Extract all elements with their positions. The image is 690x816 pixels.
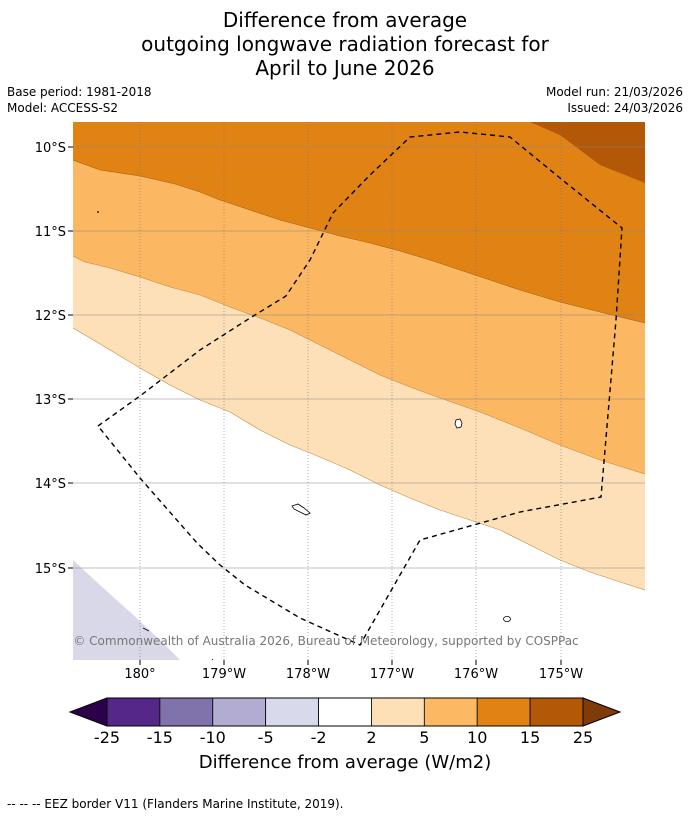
- colorbar-tick-label: 5: [419, 728, 430, 747]
- island-dot: [97, 211, 99, 213]
- colorbar-tick-label: 15: [519, 728, 541, 747]
- lon-labels: 180° 179°W 178°W 177°W 176°W 175°W: [124, 667, 583, 682]
- lon-label: 180°: [124, 667, 155, 682]
- lon-label: 175°W: [539, 667, 583, 682]
- colorbar-segment: [265, 697, 319, 727]
- map-plot-area: [73, 122, 645, 660]
- band-neg-10-neg-5: [73, 560, 180, 660]
- island-c: [503, 616, 511, 623]
- islands: [97, 211, 511, 660]
- copyright-text: © Commonwealth of Australia 2026, Bureau…: [73, 634, 578, 648]
- colorbar-frame: [106, 697, 584, 727]
- issued-date: Issued: 24/03/2026: [567, 101, 683, 115]
- title-line-2: outgoing longwave radiation forecast for: [141, 32, 549, 56]
- lon-ticks: [139, 660, 562, 665]
- eez-legend-note: -- -- -- EEZ border V11 (Flanders Marine…: [7, 797, 344, 811]
- lon-label: 176°W: [454, 667, 498, 682]
- island-d: [142, 627, 150, 632]
- lat-label: 12°S: [35, 309, 66, 324]
- model-name: Model: ACCESS-S2: [7, 101, 119, 115]
- band-10-15: [73, 122, 645, 323]
- colorbar-under-arrow: [68, 697, 108, 727]
- lat-label: 13°S: [35, 393, 66, 408]
- lat-labels: 10°S 11°S 12°S 13°S 14°S 15°S: [35, 141, 66, 577]
- lat-ticks: [68, 146, 73, 569]
- lon-label: 179°W: [202, 667, 246, 682]
- colorbar-segment: [159, 697, 214, 727]
- colorbar-segment: [529, 697, 584, 727]
- lon-label: 178°W: [286, 667, 330, 682]
- colorbar-segment: [371, 697, 425, 727]
- meta-right: Model run: 21/03/2026 Issued: 24/03/2026: [546, 84, 683, 116]
- island-b: [291, 503, 311, 516]
- island-a: [454, 418, 463, 429]
- eez-border: [97, 131, 623, 646]
- colorbar: [68, 697, 622, 727]
- model-run: Model run: 21/03/2026: [545, 85, 683, 99]
- band-15-25: [488, 122, 645, 183]
- colorbar-tick-label: -25: [93, 728, 121, 747]
- colorbar-segment: [212, 697, 267, 727]
- title-line-3: April to June 2026: [255, 56, 435, 80]
- colorbar-segment: [318, 697, 372, 727]
- grid-lines: [73, 146, 645, 569]
- colorbar-segments: [106, 697, 584, 727]
- colorbar-over-arrow: [582, 697, 622, 727]
- forecast-map: © Commonwealth of Australia 2026, Bureau…: [35, 122, 645, 682]
- base-period: Base period: 1981-2018: [7, 85, 152, 99]
- title-line-1: Difference from average: [222, 8, 468, 32]
- colorbar-tick-label: -15: [146, 728, 173, 747]
- lon-label: 177°W: [370, 667, 414, 682]
- colorbar-tick-label: 25: [572, 728, 594, 747]
- chart-title: Difference from average outgoing longwav…: [0, 8, 690, 80]
- colorbar-tick-label: -10: [199, 728, 226, 747]
- lat-label: 10°S: [35, 141, 66, 156]
- island-e: [211, 658, 214, 660]
- lat-label: 11°S: [35, 225, 66, 240]
- colorbar-tick-label: -5: [257, 728, 274, 747]
- meta-left: Base period: 1981-2018 Model: ACCESS-S2: [7, 84, 152, 116]
- colorbar-segment: [476, 697, 531, 727]
- colorbar-tick-label: 2: [366, 728, 377, 747]
- colorbar-tick-label: 10: [467, 728, 488, 747]
- lat-label: 14°S: [35, 477, 66, 492]
- colorbar-tick-label: -2: [310, 728, 327, 747]
- colorbar-title: Difference from average (W/m2): [198, 752, 492, 773]
- colorbar-segment: [423, 697, 478, 727]
- lat-label: 15°S: [35, 562, 66, 577]
- colorbar-segment: [106, 697, 161, 727]
